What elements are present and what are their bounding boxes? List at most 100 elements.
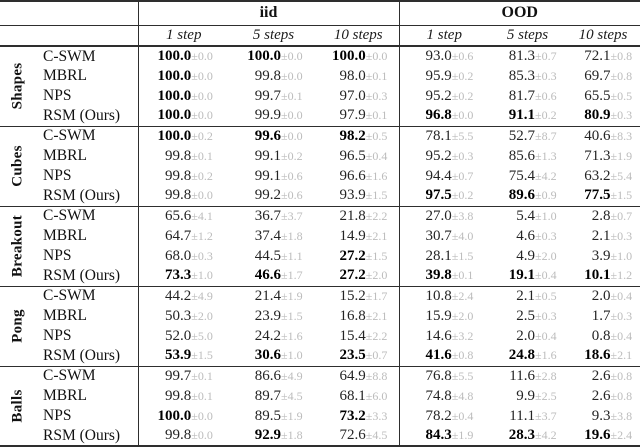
error-margin: ±2.2	[365, 328, 388, 343]
accuracy-value: 99.1	[254, 147, 281, 164]
error-margin: ±2.4	[451, 288, 474, 303]
error-margin: ±5.5	[451, 368, 474, 383]
table-row: RSM (Ours) 53.9±1.5 30.6±1.0 23.5±0.7 41.6±0…	[0, 346, 640, 367]
accuracy-value: 5.4	[516, 207, 535, 224]
accuracy-value: 96.6	[339, 167, 366, 184]
error-margin: ±0.0	[281, 68, 303, 83]
value-cell: 24.2±1.6	[229, 326, 318, 346]
error-margin: ±0.2	[535, 108, 557, 123]
value-cell: 9.9±2.5	[489, 386, 566, 406]
accuracy-value: 99.2	[254, 187, 281, 204]
value-cell: 41.6±0.8	[399, 346, 489, 367]
error-margin: ±1.1	[281, 248, 303, 263]
table-row: NPS 100.0±0.0 89.5±1.9 73.2±3.3 78.2±0.4 11.1…	[0, 406, 640, 426]
value-cell: 97.9±0.1	[318, 106, 400, 127]
value-cell: 100.0±0.0	[138, 406, 229, 426]
value-cell: 2.0±0.4	[566, 286, 640, 306]
table-body: Shapes C-SWM 100.0±0.0 100.0±0.0 100.0±0.0 93…	[0, 46, 640, 447]
accuracy-value: 21.8	[339, 207, 366, 224]
dataset-label-text: Shapes	[9, 62, 25, 110]
error-margin: ±0.1	[451, 268, 474, 283]
table-row: MBRL 99.8±0.1 99.1±0.2 96.5±0.4 95.2±0.3 85.6…	[0, 146, 640, 166]
method-name: MBRL	[35, 306, 139, 326]
accuracy-value: 68.1	[339, 387, 366, 404]
value-cell: 94.4±0.7	[399, 166, 489, 186]
value-cell: 96.6±1.6	[318, 166, 400, 186]
accuracy-value: 80.9	[584, 107, 611, 124]
dataset-label-text: Balls	[9, 389, 25, 423]
method-name: NPS	[35, 166, 139, 186]
value-cell: 98.2±0.5	[318, 126, 400, 146]
value-cell: 15.2±1.7	[318, 286, 400, 306]
accuracy-value: 15.9	[425, 307, 452, 324]
value-cell: 100.0±0.0	[138, 66, 229, 86]
error-margin: ±0.0	[281, 108, 303, 123]
value-cell: 52.0±5.0	[138, 326, 229, 346]
step-header-ood-5: 5 steps	[489, 25, 566, 47]
value-cell: 99.8±0.0	[138, 186, 229, 207]
value-cell: 68.1±6.0	[318, 386, 400, 406]
method-name: RSM (Ours)	[35, 346, 139, 367]
error-margin: ±0.4	[610, 288, 633, 303]
table-row: NPS 100.0±0.0 99.7±0.1 97.0±0.3 95.2±0.2 81.7…	[0, 86, 640, 106]
value-cell: 96.5±0.4	[318, 146, 400, 166]
accuracy-value: 97.5	[425, 187, 452, 204]
error-margin: ±1.9	[281, 288, 303, 303]
error-margin: ±0.0	[365, 49, 388, 63]
accuracy-value: 2.0	[516, 327, 535, 344]
error-margin: ±0.5	[610, 88, 633, 103]
error-margin: ±1.5	[281, 308, 303, 323]
error-margin: ±0.2	[191, 168, 213, 183]
value-cell: 100.0±0.0	[138, 106, 229, 127]
accuracy-value: 52.7	[508, 127, 535, 144]
value-cell: 85.3±0.3	[489, 66, 566, 86]
value-cell: 36.7±3.7	[229, 206, 318, 226]
value-cell: 76.8±5.5	[399, 366, 489, 386]
value-cell: 4.6±0.3	[489, 226, 566, 246]
error-margin: ±1.0	[610, 248, 633, 263]
error-margin: ±0.0	[191, 88, 213, 103]
value-cell: 93.0±0.6	[399, 46, 489, 66]
value-cell: 24.8±1.6	[489, 346, 566, 367]
error-margin: ±0.3	[535, 68, 557, 83]
value-cell: 84.3±1.9	[399, 426, 489, 447]
table-row: MBRL 99.8±0.1 89.7±4.5 68.1±6.0 74.8±4.8 9.9±…	[0, 386, 640, 406]
table-row: Breakout C-SWM 65.6±4.1 36.7±3.7 21.8±2.2 27.…	[0, 206, 640, 287]
accuracy-value: 44.2	[165, 287, 192, 304]
accuracy-value: 91.1	[508, 107, 535, 124]
error-margin: ±0.3	[535, 228, 557, 243]
accuracy-value: 86.6	[254, 367, 281, 384]
accuracy-value: 98.2	[339, 127, 366, 144]
value-cell: 65.5±0.5	[566, 86, 640, 106]
error-margin: ±1.7	[365, 288, 388, 303]
error-margin: ±2.0	[451, 308, 474, 323]
step-header-ood-1: 1 step	[399, 25, 489, 47]
value-cell: 99.8±0.1	[138, 386, 229, 406]
accuracy-value: 100.0	[157, 127, 192, 144]
value-cell: 100.0±0.0	[138, 46, 229, 66]
method-name: NPS	[35, 246, 139, 266]
value-cell: 71.3±1.9	[566, 146, 640, 166]
error-margin: ±0.1	[281, 88, 303, 103]
error-margin: ±8.7	[535, 128, 557, 143]
value-cell: 93.9±1.5	[318, 186, 400, 207]
value-cell: 89.6±0.9	[489, 186, 566, 207]
error-margin: ±8.3	[610, 128, 633, 143]
method-name: NPS	[35, 86, 139, 106]
value-cell: 64.7±1.2	[138, 226, 229, 246]
error-margin: ±0.6	[451, 49, 474, 63]
accuracy-value: 99.6	[254, 127, 281, 144]
method-name: C-SWM	[35, 366, 139, 386]
dataset-label-balls: Balls	[0, 366, 35, 447]
value-cell: 65.6±4.1	[138, 206, 229, 226]
accuracy-value: 99.9	[254, 107, 281, 124]
value-cell: 81.7±0.6	[489, 86, 566, 106]
value-cell: 97.0±0.3	[318, 86, 400, 106]
value-cell: 99.1±0.6	[229, 166, 318, 186]
error-margin: ±0.3	[191, 248, 213, 263]
value-cell: 95.2±0.3	[399, 146, 489, 166]
error-margin: ±2.0	[535, 248, 557, 263]
accuracy-value: 100.0	[157, 407, 192, 424]
value-cell: 4.9±2.0	[489, 246, 566, 266]
accuracy-value: 24.8	[508, 347, 535, 364]
